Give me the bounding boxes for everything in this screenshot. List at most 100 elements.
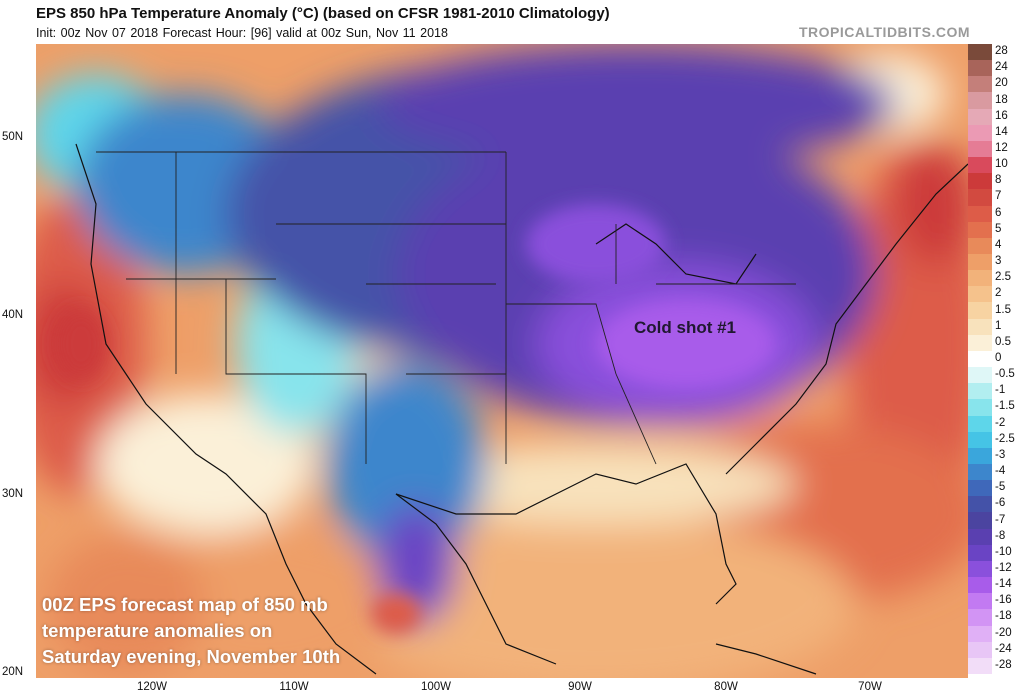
colorbar-swatch	[968, 157, 992, 174]
colorbar-swatch	[968, 92, 992, 110]
lat-label-30n: 30N	[2, 488, 24, 500]
colorbar-tick-label: 8	[995, 174, 1002, 187]
colorbar-tick-label: 5	[995, 222, 1002, 235]
colorbar-swatch	[968, 464, 992, 481]
lon-label-90w: 90W	[568, 681, 592, 693]
colorbar-tick-label: 0	[995, 352, 1002, 364]
colorbar-tick-label: -7	[995, 513, 1006, 526]
lat-label-40n: 40N	[2, 309, 24, 321]
colorbar-tick-label: 28	[995, 45, 1008, 58]
colorbar-tick-label: -8	[995, 529, 1006, 542]
colorbar-tick-label: 2	[995, 287, 1002, 300]
colorbar	[968, 44, 992, 675]
map-header: EPS 850 hPa Temperature Anomaly (°C) (ba…	[0, 0, 1024, 44]
colorbar-tick-label: -5	[995, 481, 1006, 494]
colorbar-swatch	[968, 657, 992, 675]
colorbar-swatch	[968, 399, 992, 417]
lat-label-20n: 20N	[2, 666, 24, 678]
colorbar-tick-label: 1.5	[995, 303, 1011, 316]
colorbar-swatch	[968, 60, 992, 77]
colorbar-tick-label: 20	[995, 77, 1008, 90]
colorbar-tick-label: 3	[995, 255, 1002, 268]
colorbar-swatch	[968, 189, 992, 207]
colorbar-tick-label: 4	[995, 238, 1002, 251]
colorbar-tick-label: -4	[995, 465, 1006, 478]
colorbar-swatch	[968, 625, 992, 643]
colorbar-swatch	[968, 205, 992, 223]
colorbar-tick-label: -6	[995, 497, 1006, 510]
colorbar-swatch	[968, 270, 992, 287]
colorbar-swatch	[968, 528, 992, 546]
colorbar-swatch	[968, 237, 992, 255]
colorbar-swatch	[968, 577, 992, 594]
colorbar-tick-label: 0.5	[995, 335, 1011, 348]
caption-line: 00Z EPS forecast map of 850 mb	[42, 594, 328, 615]
colorbar-swatch	[968, 334, 992, 352]
map-subtitle: Init: 00z Nov 07 2018 Forecast Hour: [96…	[36, 26, 448, 40]
lon-label-100w: 100W	[420, 681, 452, 693]
lon-label-120w: 120W	[136, 681, 168, 693]
colorbar-swatch	[968, 480, 992, 497]
caption-line: temperature anomalies on	[42, 620, 273, 641]
lon-label-80w: 80W	[714, 681, 738, 693]
colorbar-tick-label: 12	[995, 142, 1008, 154]
colorbar-tick-label: -24	[995, 642, 1012, 655]
colorbar-tick-label: -12	[995, 562, 1012, 574]
anomaly-map: Cold shot #1	[36, 44, 968, 678]
colorbar-tick-label: 6	[995, 206, 1002, 219]
colorbar-swatch	[968, 593, 992, 610]
colorbar-tick-label: -16	[995, 594, 1012, 607]
colorbar-tick-label: 14	[995, 125, 1008, 138]
colorbar-swatch	[968, 318, 992, 336]
colorbar-swatch	[968, 496, 992, 513]
colorbar-swatch	[968, 76, 992, 93]
colorbar-tick-label: 10	[995, 158, 1008, 171]
colorbar-tick-label: -28	[995, 658, 1012, 671]
colorbar-tick-label: -14	[995, 578, 1012, 591]
colorbar-swatch	[968, 140, 992, 158]
colorbar-swatch	[968, 44, 992, 61]
colorbar-tick-label: -3	[995, 448, 1006, 461]
colorbar-swatch	[968, 609, 992, 627]
colorbar-tick-label: 1	[995, 319, 1002, 332]
colorbar-swatch	[968, 447, 992, 465]
lat-label-50n: 50N	[2, 131, 24, 143]
colorbar-swatch	[968, 544, 992, 562]
colorbar-tick-label: -2.5	[995, 432, 1015, 445]
coastlines	[75, 143, 968, 675]
cold-shot-label: Cold shot #1	[634, 318, 737, 337]
colorbar-swatch	[968, 367, 992, 384]
anomaly-field	[36, 44, 968, 678]
colorbar-tick-label: -0.5	[995, 368, 1015, 381]
colorbar-tick-label: 16	[995, 109, 1008, 122]
lon-label-70w: 70W	[858, 681, 882, 693]
caption-line: Saturday evening, November 10th	[42, 646, 341, 667]
colorbar-swatch	[968, 383, 992, 400]
colorbar-swatch	[968, 108, 992, 126]
colorbar-swatch	[968, 221, 992, 239]
colorbar-tick-label: 18	[995, 93, 1008, 106]
map-caption: 00Z EPS forecast map of 850 mb temperatu…	[42, 592, 340, 670]
colorbar-swatch	[968, 560, 992, 578]
colorbar-swatch	[968, 350, 992, 368]
map-title: EPS 850 hPa Temperature Anomaly (°C) (ba…	[36, 5, 610, 22]
colorbar-swatch	[968, 415, 992, 433]
colorbar-tick-label: 7	[995, 190, 1002, 203]
colorbar-tick-label: -1.5	[995, 400, 1015, 413]
colorbar-tick-label: -20	[995, 626, 1012, 639]
colorbar-swatch	[968, 431, 992, 449]
colorbar-swatch	[968, 254, 992, 271]
colorbar-swatch	[968, 286, 992, 303]
colorbar-tick-label: -2	[995, 416, 1006, 429]
colorbar-tick-label: -10	[995, 545, 1012, 558]
lon-label-110w: 110W	[279, 681, 309, 693]
colorbar-swatch	[968, 124, 992, 142]
colorbar-swatch	[968, 512, 992, 530]
colorbar-swatch	[968, 173, 992, 190]
state-borders	[96, 151, 796, 465]
colorbar-tick-label: -18	[995, 610, 1012, 623]
colorbar-tick-label: 2.5	[995, 271, 1011, 284]
watermark: TROPICALTIDBITS.COM	[798, 24, 970, 40]
colorbar-tick-label: -1	[995, 384, 1006, 397]
colorbar-swatch	[968, 641, 992, 659]
